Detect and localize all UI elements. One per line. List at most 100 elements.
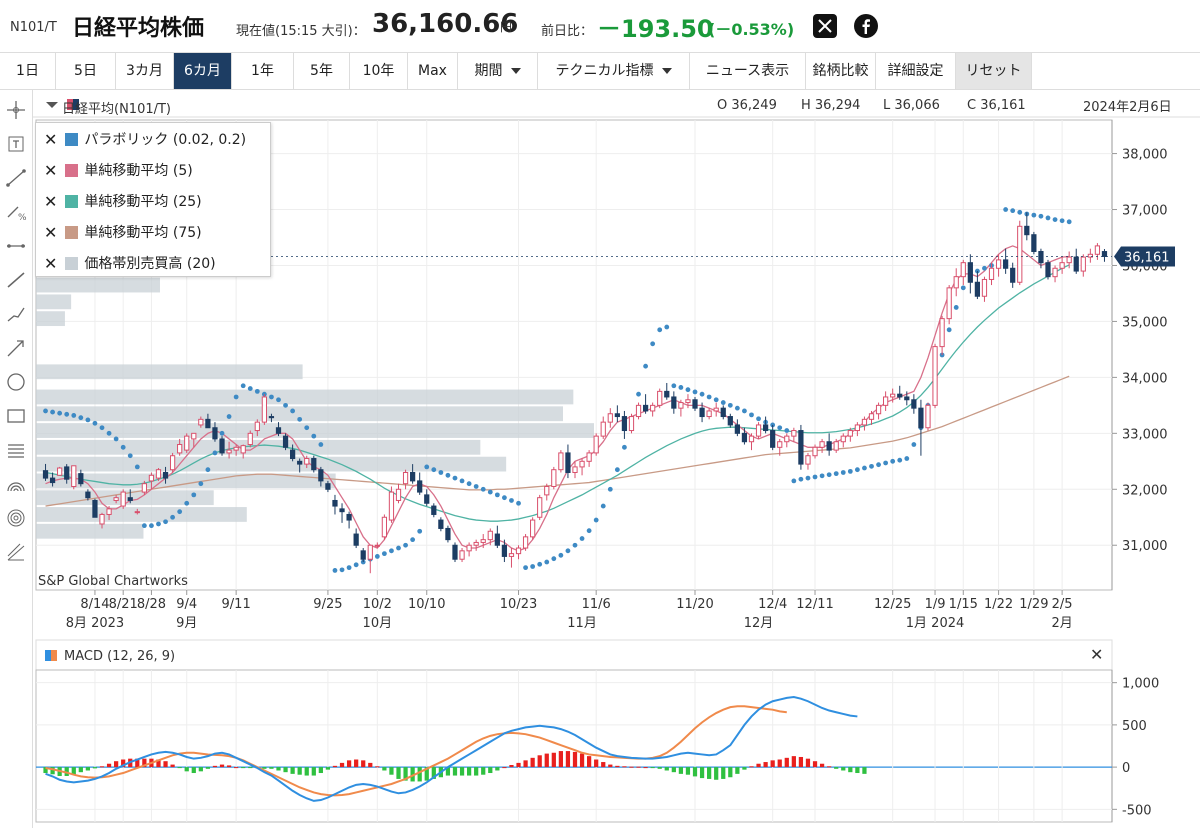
sar-dot xyxy=(452,475,458,481)
sar-dot xyxy=(487,489,493,495)
macd-y-tick-label: 0 xyxy=(1122,761,1130,776)
candle-down xyxy=(325,483,331,490)
sar-dot xyxy=(840,470,846,475)
candle-up xyxy=(925,404,931,429)
sar-dot xyxy=(304,425,310,431)
candle-up xyxy=(657,390,663,406)
candle-up xyxy=(233,446,239,451)
sar-dot xyxy=(798,476,804,482)
rectangle-tool-icon[interactable] xyxy=(4,404,28,428)
volume-profile-bar xyxy=(36,294,72,310)
sar-dot xyxy=(614,467,620,473)
sar-dot xyxy=(134,464,140,470)
legend-swatch xyxy=(65,256,79,270)
y-tick-label: 32,000 xyxy=(1122,483,1168,498)
sar-dot xyxy=(184,500,190,506)
ohlc-high: H 36,294 xyxy=(801,98,861,113)
x-tick-label: 1/15 xyxy=(949,597,978,612)
sar-dot xyxy=(565,548,571,554)
period-button-13[interactable]: リセット xyxy=(956,53,1032,89)
macd-histogram-bar xyxy=(594,759,599,768)
x-tick-label: 12/25 xyxy=(874,597,911,612)
candle-up xyxy=(685,399,691,404)
period-button-12[interactable]: 詳細設定 xyxy=(876,53,956,89)
period-button-3[interactable]: 6カ月 xyxy=(174,53,232,89)
line-tool-icon[interactable] xyxy=(4,166,28,190)
period-button-6[interactable]: 10年 xyxy=(350,53,408,89)
crosshair-icon[interactable] xyxy=(4,98,28,122)
candle-up xyxy=(1087,253,1093,258)
sar-dot xyxy=(671,383,677,389)
page-title: 日経平均株価 xyxy=(72,16,205,41)
y-tick-label: 34,000 xyxy=(1122,371,1168,386)
text-tool-icon[interactable] xyxy=(4,132,28,156)
regression-icon[interactable] xyxy=(4,540,28,564)
period-button-7[interactable]: Max xyxy=(408,53,458,89)
period-button-label: 1日 xyxy=(16,63,39,79)
remove-indicator-icon[interactable]: ✕ xyxy=(44,160,58,180)
candle-up xyxy=(791,430,797,437)
macd-histogram-bar xyxy=(763,762,768,768)
candle-up xyxy=(508,553,515,557)
macd-histogram-bar xyxy=(99,766,105,768)
remove-indicator-icon[interactable]: ✕ xyxy=(44,253,58,273)
macd-histogram-bar xyxy=(382,767,387,771)
candle-down xyxy=(1101,251,1108,257)
percent-line-icon[interactable]: % xyxy=(4,200,28,224)
circle-tool-icon[interactable] xyxy=(4,370,28,394)
trendline-icon[interactable] xyxy=(4,268,28,292)
macd-histogram-bar xyxy=(841,767,846,771)
candle-up xyxy=(261,396,267,423)
sar-dot xyxy=(791,478,797,484)
sar-dot xyxy=(685,387,691,393)
macd-histogram-bar xyxy=(629,766,634,768)
sar-dot xyxy=(283,402,288,408)
candle-down xyxy=(205,418,211,429)
macd-histogram-bar xyxy=(827,766,832,768)
candle-down xyxy=(904,396,910,401)
macd-y-tick-label: 1,000 xyxy=(1122,677,1159,692)
legend-item: ✕ 単純移動平均 (75) xyxy=(44,222,202,242)
arc-tool-icon[interactable] xyxy=(4,472,28,496)
period-button-1[interactable]: 5日 xyxy=(56,53,116,89)
fibonacci-icon[interactable] xyxy=(4,438,28,462)
macd-histogram-bar xyxy=(43,767,48,774)
sar-dot xyxy=(297,416,303,422)
period-button-2[interactable]: 3カ月 xyxy=(116,53,174,89)
period-button-10[interactable]: ニュース表示 xyxy=(690,53,806,89)
candle-up xyxy=(883,396,889,406)
facebook-share-icon[interactable] xyxy=(854,14,878,38)
sar-dot xyxy=(1066,219,1072,225)
period-button-4[interactable]: 1年 xyxy=(232,53,294,89)
macd-close-icon[interactable]: ✕ xyxy=(1090,645,1104,664)
candle-up xyxy=(939,318,945,348)
target-icon[interactable] xyxy=(4,506,28,530)
legend-swatch xyxy=(65,132,79,146)
candle-down xyxy=(311,458,317,471)
macd-histogram-bar xyxy=(262,767,267,769)
ray-icon[interactable] xyxy=(4,302,28,326)
period-button-5[interactable]: 5年 xyxy=(294,53,350,89)
horizontal-line-icon[interactable] xyxy=(4,234,28,258)
sar-dot xyxy=(1038,213,1044,219)
period-button-9[interactable]: テクニカル指標 xyxy=(538,53,690,89)
remove-indicator-icon[interactable]: ✕ xyxy=(44,222,58,242)
macd-histogram-bar xyxy=(749,766,754,768)
candle-up xyxy=(120,491,126,507)
candle-down xyxy=(339,508,345,513)
sar-dot xyxy=(480,486,486,492)
remove-indicator-icon[interactable]: ✕ xyxy=(44,129,58,149)
x-share-icon[interactable] xyxy=(813,14,837,38)
candle-down xyxy=(734,424,740,434)
period-button-11[interactable]: 銘柄比較 xyxy=(806,53,876,89)
period-button-label: 5年 xyxy=(310,63,333,79)
arrow-tool-icon[interactable] xyxy=(4,336,28,360)
candle-down xyxy=(692,399,698,409)
period-button-8[interactable]: 期間 xyxy=(458,53,538,89)
period-button-0[interactable]: 1日 xyxy=(0,53,56,89)
month-label: 12月 xyxy=(744,616,774,631)
remove-indicator-icon[interactable]: ✕ xyxy=(44,191,58,211)
x-tick-label: 8/21 xyxy=(109,597,138,612)
period-button-label: ニュース表示 xyxy=(705,63,790,79)
macd-histogram-bar xyxy=(770,760,775,768)
